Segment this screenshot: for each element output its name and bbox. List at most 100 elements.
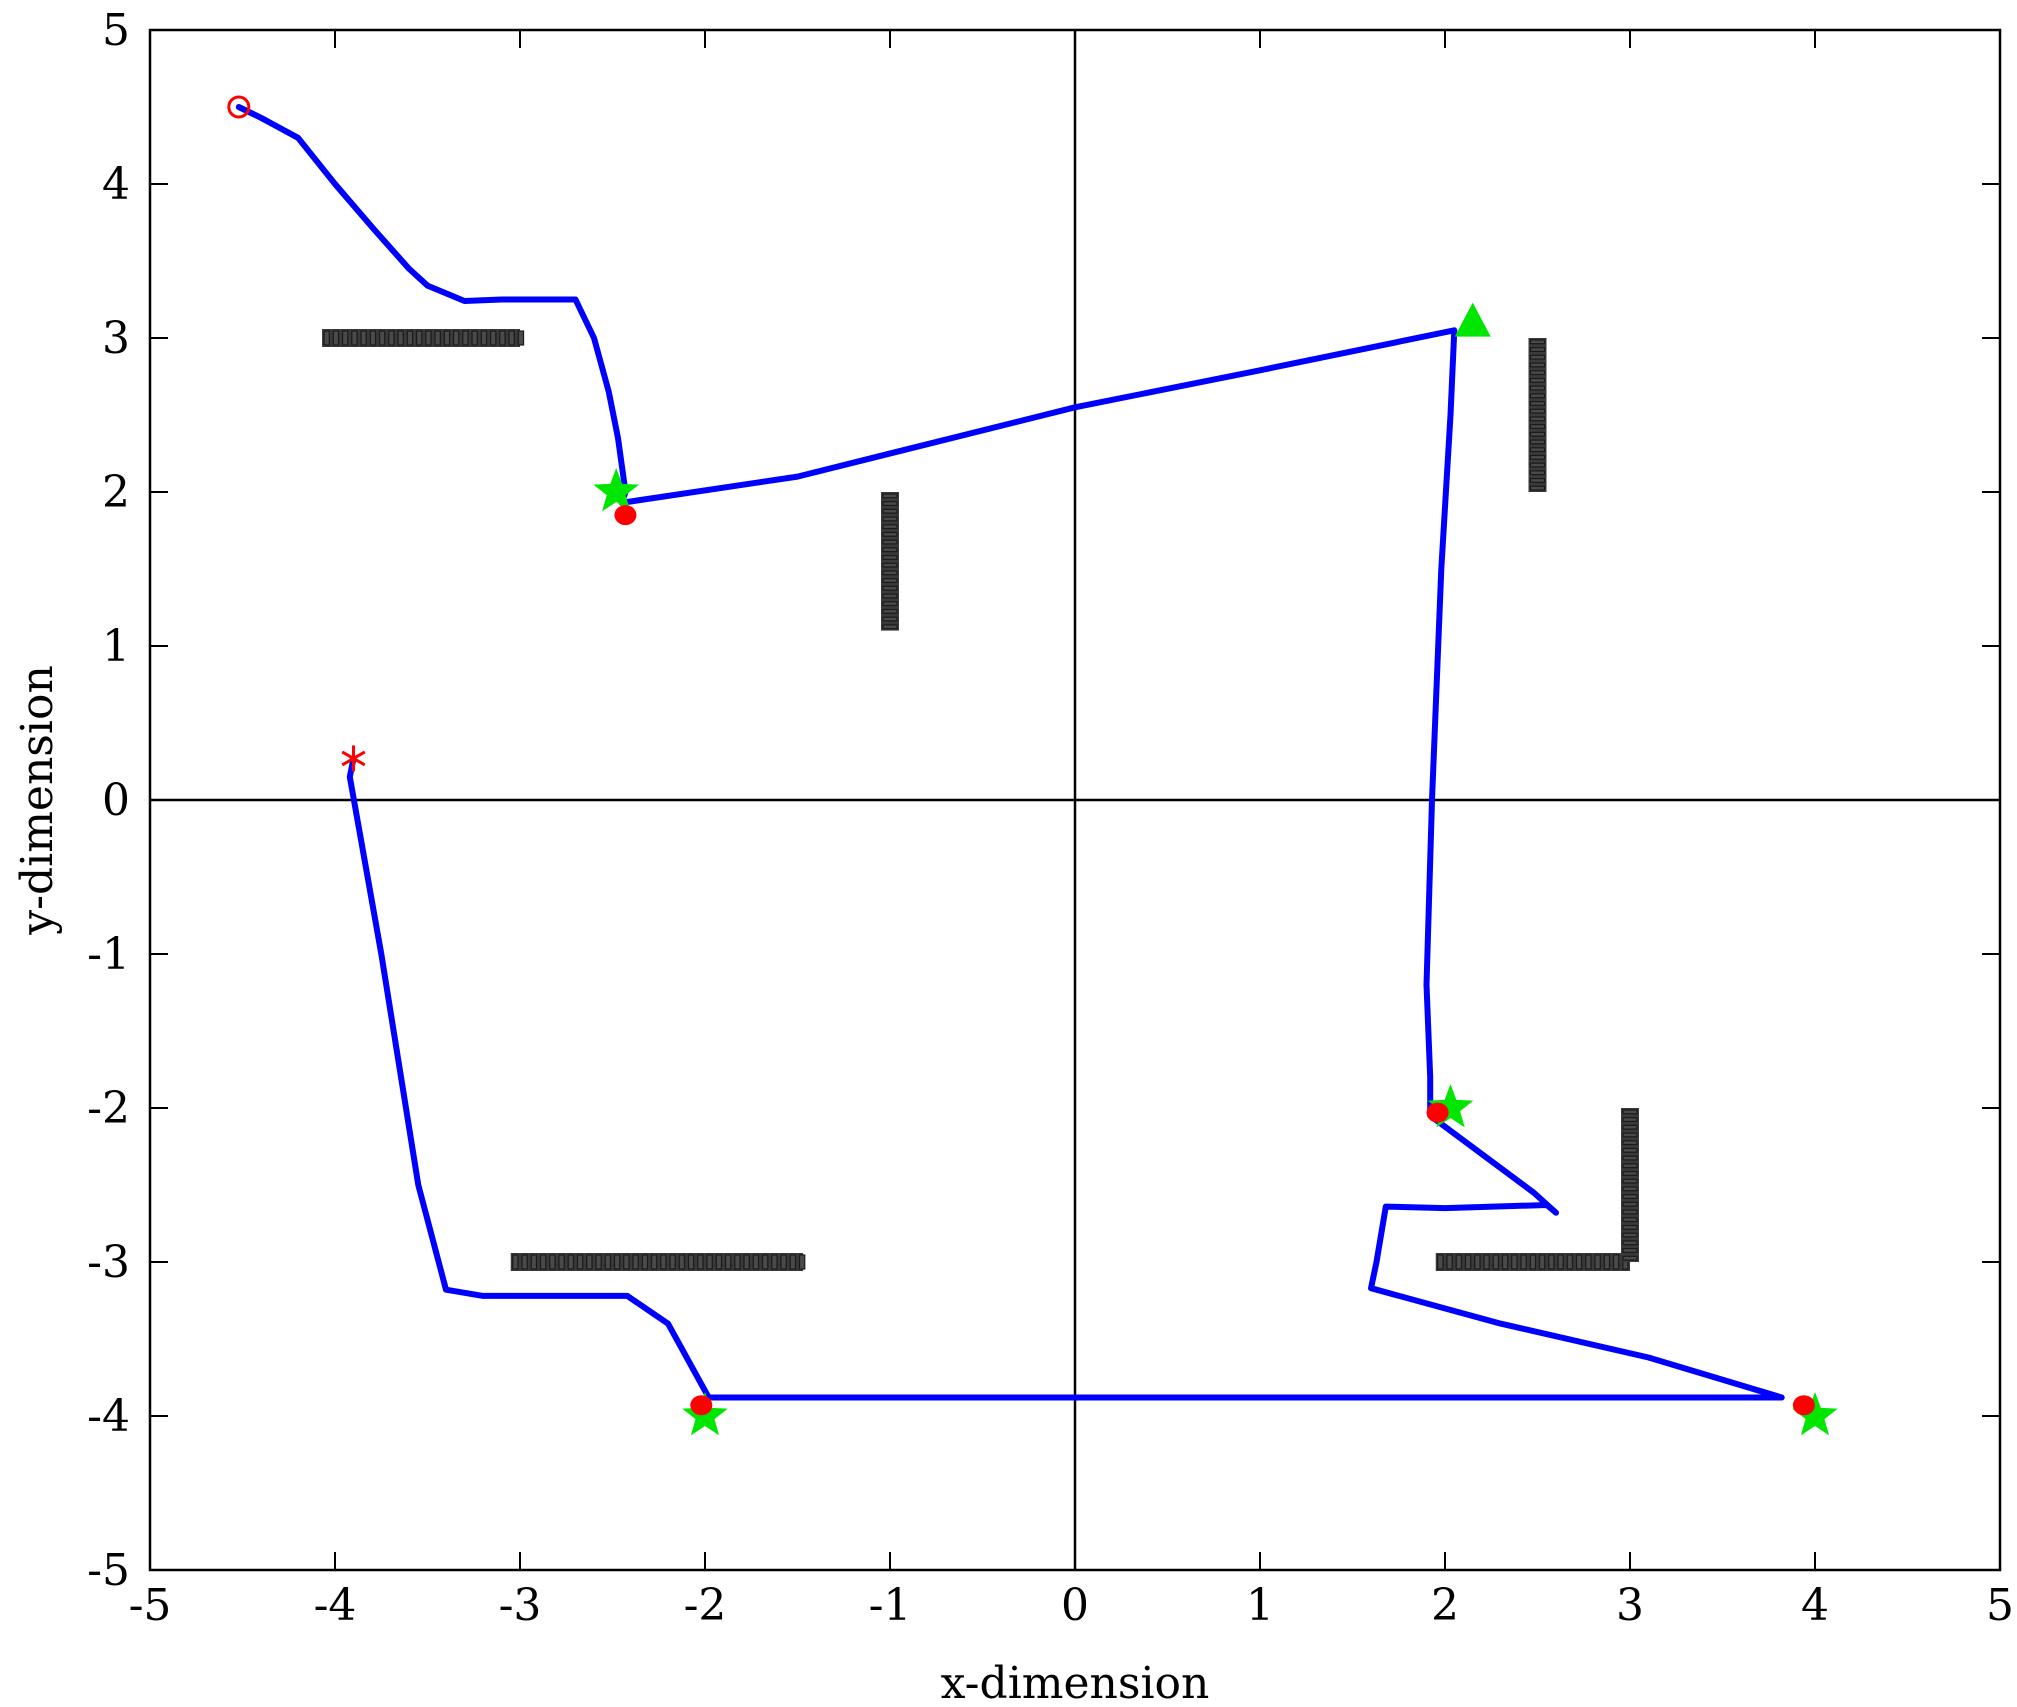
y-tick-label: 2 [102, 467, 130, 518]
obstacle-block [558, 1254, 565, 1270]
obstacle-block [1529, 401, 1546, 406]
obstacle-wall [1528, 338, 1547, 492]
obstacle-block [882, 562, 898, 568]
obstacle-block [882, 493, 898, 499]
obstacle-block [1474, 1254, 1481, 1270]
goal-triangle [1454, 302, 1491, 337]
start-point [227, 95, 251, 119]
obstacle-block [1622, 1147, 1638, 1153]
obstacle-block [687, 1254, 695, 1270]
obstacle-block [882, 570, 898, 576]
obstacle-block [1529, 485, 1546, 491]
obstacle-block [341, 330, 349, 346]
obstacle-block [1622, 1170, 1638, 1176]
markers [227, 95, 1838, 1436]
obstacle-block [882, 616, 898, 622]
obstacle-block [1603, 1254, 1611, 1270]
obstacle-block [1492, 1254, 1500, 1270]
obstacle-block [1622, 1109, 1638, 1115]
obstacle-block [669, 1254, 676, 1270]
obstacle-block [480, 330, 488, 346]
obstacle-block [780, 1254, 787, 1270]
obstacle-block [613, 1254, 621, 1270]
obstacles [322, 329, 1639, 1271]
obstacle-block [1520, 1254, 1527, 1270]
obstacle-wall [881, 492, 899, 631]
obstacle-block [1529, 416, 1546, 422]
obstacle-block [1446, 1254, 1453, 1270]
obstacle-block [1622, 1140, 1638, 1146]
obstacle-block [641, 1254, 649, 1270]
obstacle-block [882, 547, 898, 553]
obstacle-block [1529, 439, 1546, 445]
obstacle-block [489, 330, 497, 346]
reached-point [1426, 1102, 1449, 1123]
y-tick-label: -1 [87, 929, 130, 980]
y-tick-label: -3 [87, 1237, 130, 1288]
obstacle-block [1483, 1254, 1490, 1270]
obstacle-block [1529, 478, 1546, 483]
obstacle-block [771, 1254, 778, 1270]
obstacle-block [1538, 1254, 1546, 1270]
obstacle-block [678, 1254, 686, 1270]
x-tick-labels: -5 -4 -3 -2 -1 0 1 2 3 4 5 [129, 1580, 2014, 1631]
obstacle-block [882, 593, 898, 599]
reached-point [690, 1395, 713, 1416]
reached-point [614, 505, 637, 526]
obstacle-block [706, 1254, 713, 1270]
x-axis-title: x-dimension [941, 1658, 1210, 1707]
obstacle-block [530, 1254, 538, 1270]
x-tick-label: -5 [129, 1580, 172, 1631]
obstacle-block [798, 1254, 806, 1270]
obstacle-block [604, 1254, 612, 1270]
y-tick-label: 3 [102, 313, 130, 364]
obstacle-block [1622, 1155, 1638, 1161]
obstacle-block [1622, 1194, 1638, 1199]
obstacle-block [1622, 1163, 1638, 1169]
obstacle-block [369, 330, 377, 346]
obstacle-block [332, 330, 340, 346]
x-tick-label: -4 [314, 1580, 357, 1631]
end-point [341, 745, 366, 772]
x-tick-label: -1 [869, 1580, 912, 1631]
obstacle-block [882, 531, 898, 537]
obstacle-block [443, 330, 451, 346]
obstacle-block [1437, 1254, 1444, 1270]
end-point-stroke [341, 750, 366, 767]
obstacle-block [882, 554, 898, 560]
obstacle-block [586, 1254, 593, 1270]
obstacle-block [724, 1254, 732, 1270]
obstacle-block [882, 608, 898, 614]
obstacle-block [1622, 1201, 1638, 1207]
obstacle-block [1557, 1254, 1564, 1270]
obstacle-block [406, 330, 414, 346]
obstacle-block [743, 1254, 750, 1270]
obstacle-wall [322, 329, 525, 347]
y-tick-label: -4 [87, 1391, 130, 1442]
obstacle-block [517, 330, 525, 346]
obstacle-block [882, 501, 898, 507]
obstacle-block [378, 330, 386, 346]
axis-ticks [149, 29, 2001, 1571]
obstacle-block [623, 1254, 630, 1270]
obstacle-block [715, 1254, 723, 1270]
obstacle-block [434, 330, 441, 346]
obstacle-block [882, 624, 898, 630]
obstacle-block [1548, 1254, 1555, 1270]
x-tick-label: 1 [1246, 1580, 1274, 1631]
obstacle-block [1529, 470, 1546, 476]
obstacle-block [576, 1254, 584, 1270]
x-tick-label: 3 [1616, 1580, 1644, 1631]
obstacle-block [499, 330, 506, 346]
obstacle-block [415, 330, 423, 346]
y-tick-label: 4 [102, 159, 130, 210]
obstacle-block [1529, 370, 1546, 376]
obstacle-block [1622, 1117, 1638, 1122]
obstacle-block [1622, 1217, 1638, 1223]
obstacle-block [1622, 1186, 1638, 1192]
obstacle-block [882, 524, 898, 530]
obstacle-block [397, 330, 404, 346]
obstacle-block [1622, 1224, 1638, 1230]
x-tick-label: 5 [1986, 1580, 2014, 1631]
obstacle-block [567, 1254, 575, 1270]
